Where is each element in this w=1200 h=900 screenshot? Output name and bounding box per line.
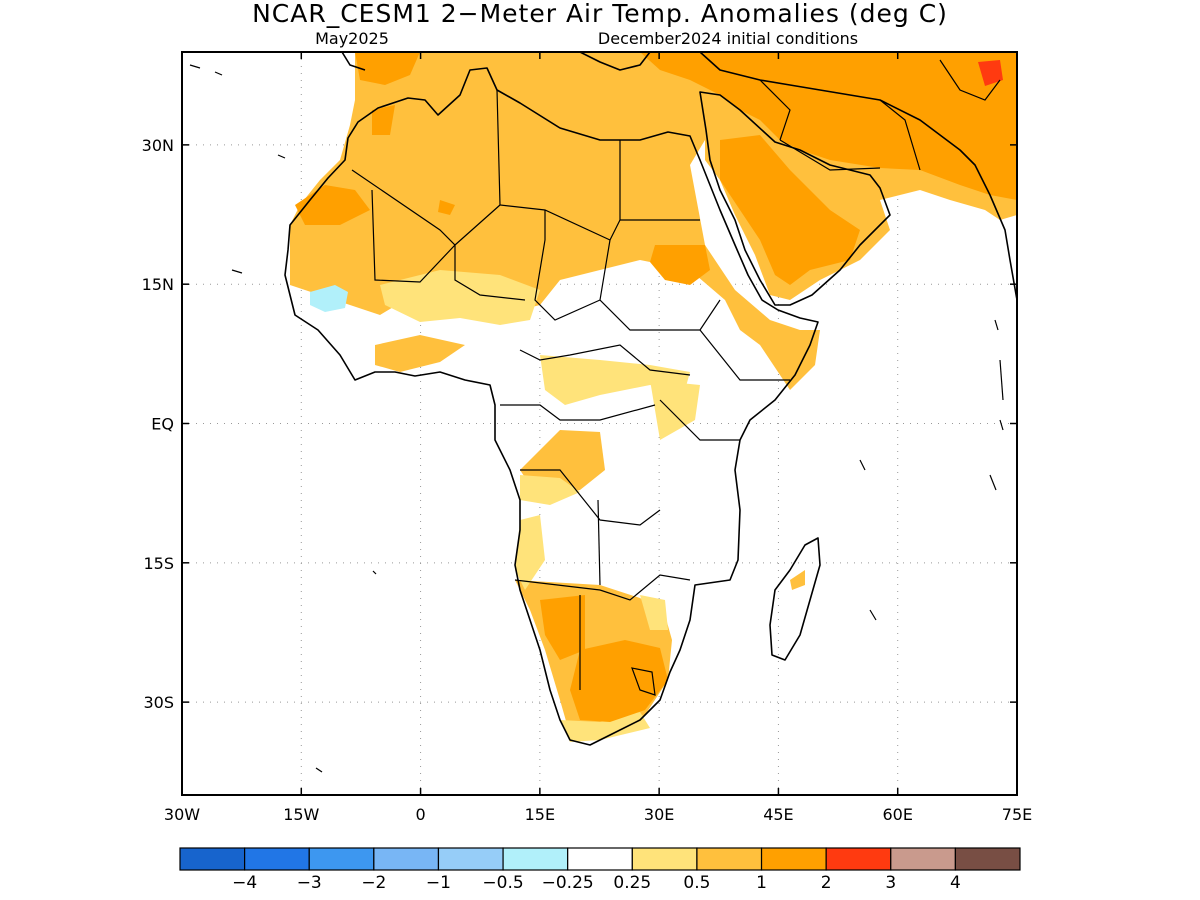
colorbar-label: 0.25 [613,873,651,893]
y-tick-label: 30S [143,693,174,712]
colorbar: −4 −3 −2 −1 −0.5 −0.25 0.25 0.5 1 2 3 4 [179,847,1021,893]
colorbar-label: −1 [426,873,451,893]
country-borders [351,59,1001,696]
colorbar-swatch [696,847,763,871]
colorbar-label: 3 [885,873,896,893]
colorbar-label: 0.5 [683,873,710,893]
x-tick-label: 60E [882,805,912,824]
forecast-month: May2025 [315,29,389,48]
colorbar-swatch [567,847,633,871]
map-area [182,52,1017,795]
colorbar-swatch [179,847,246,871]
initial-conditions-label: December2024 initial conditions [598,29,858,48]
y-tick-label: 30N [142,136,174,155]
colorbar-label: 4 [950,873,961,893]
anomaly-fill-blue [310,285,348,312]
colorbar-label: 2 [821,873,832,893]
x-tick-label: 30W [164,805,200,824]
colorbar-label: −4 [232,873,257,893]
y-tick-label: 15S [143,554,174,573]
colorbar-swatch [308,847,375,871]
chart-title: NCAR_CESM1 2−Meter Air Temp. Anomalies (… [252,0,948,28]
islands [189,64,1004,773]
x-tick-label: 75E [1002,805,1032,824]
colorbar-swatch [825,847,892,871]
coastlines [284,52,1017,746]
colorbar-swatch [373,847,440,871]
anomaly-fill-pale [380,270,700,742]
axis-labels: 30W 15W 0 15E 30E 45E 60E 75E 30N 15N EQ 15S 30S [142,136,1033,824]
colorbar-label: 1 [756,873,767,893]
anomaly-fill-strong [295,52,1017,722]
colorbar-swatch [502,847,569,871]
x-tick-label: 15W [283,805,319,824]
colorbar-swatch [890,847,956,871]
colorbar-label: −2 [361,873,386,893]
y-tick-label: 15N [142,275,174,294]
colorbar-label: −0.25 [542,873,594,893]
x-tick-label: 0 [415,805,425,824]
axis-ticks [181,52,1018,795]
colorbar-swatch [760,847,827,871]
x-tick-label: 45E [763,805,793,824]
y-tick-label: EQ [151,415,174,434]
colorbar-label: −0.5 [482,873,523,893]
colorbar-swatch [437,847,504,871]
colorbar-label: −3 [297,873,322,893]
colorbar-swatch [244,847,310,871]
colorbar-swatch [954,847,1021,871]
anomaly-fill-red [978,60,1003,86]
colorbar-swatch [631,847,698,871]
x-tick-label: 30E [644,805,674,824]
x-tick-label: 15E [525,805,555,824]
